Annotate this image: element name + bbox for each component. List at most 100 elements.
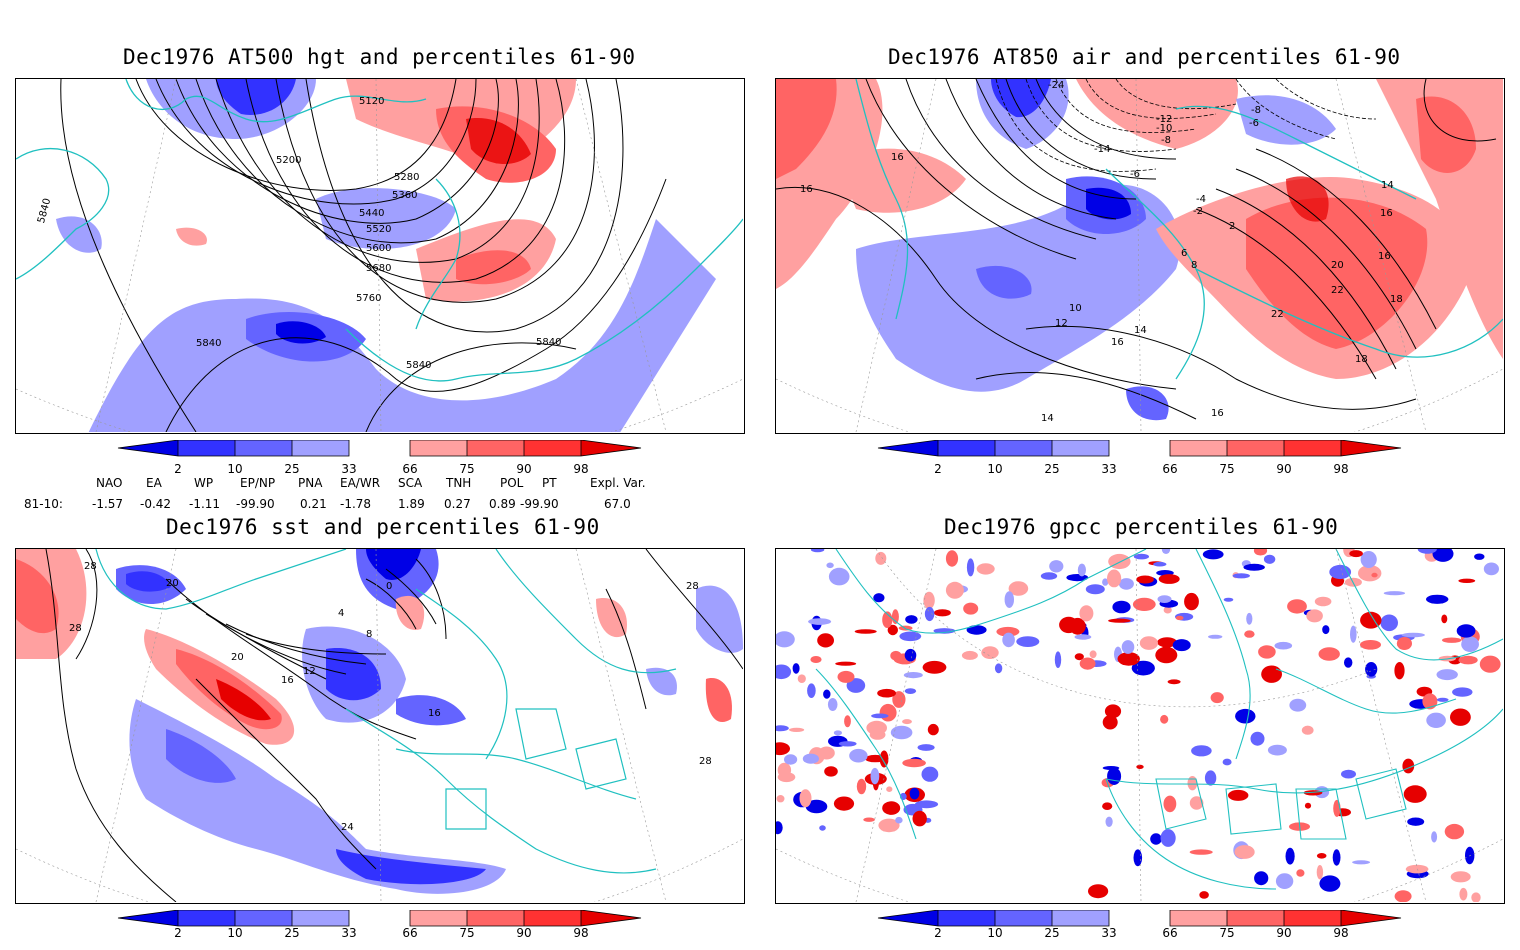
index-value: 0.89: [489, 497, 516, 511]
contour-label: 5200: [276, 155, 301, 166]
precip-spot: [824, 766, 838, 777]
coastlines: [16, 79, 743, 382]
precip-spot: [1202, 549, 1224, 560]
precip-spot: [823, 689, 831, 699]
precip-spot: [844, 715, 851, 728]
precip-spot: [1232, 573, 1250, 579]
precip-spot: [1133, 553, 1149, 560]
colorbar-label: 98: [573, 926, 589, 940]
precip-spot: [1306, 609, 1323, 623]
contour-label: 5280: [394, 172, 419, 183]
precip-spot: [1403, 785, 1427, 803]
precip-spot: [846, 678, 866, 693]
contour-label: -2: [1193, 206, 1203, 217]
contour-label: 5840: [406, 360, 431, 371]
precip-spot: [1314, 596, 1332, 607]
precip-spot: [810, 549, 825, 553]
precip-spot: [895, 816, 903, 824]
precip-spot: [792, 663, 800, 674]
precip-spot: [819, 825, 826, 831]
precip-spot: [1441, 614, 1448, 624]
precip-spot: [807, 683, 816, 698]
precip-spot: [1105, 816, 1113, 827]
precip-spot: [981, 646, 999, 659]
precip-spot: [1458, 578, 1476, 583]
precip-spot: [994, 663, 1003, 674]
precip-spot: [1243, 563, 1265, 571]
precip-spot: [1436, 669, 1458, 681]
contour-label: 0: [386, 581, 392, 592]
panel-title-sst: Dec1976 sst and percentiles 61-90: [166, 515, 600, 539]
contour-label: 5840: [196, 338, 221, 349]
colorbar-label: 25: [284, 462, 300, 476]
precip-spot: [1479, 655, 1501, 673]
precip-spot: [827, 698, 838, 711]
precip-spot: [912, 810, 927, 827]
precip-spot: [899, 631, 922, 642]
precip-spot: [1254, 871, 1269, 886]
contour-label: 16: [1111, 337, 1124, 348]
precip-spot: [1157, 637, 1177, 648]
index-header: PT: [542, 476, 557, 490]
precip-spot: [808, 618, 832, 625]
precip-spot: [1204, 770, 1217, 786]
precip-spot: [1405, 864, 1429, 874]
colorbar-label: 10: [987, 462, 1003, 476]
map-panel-hgt500: 5120 5200 5280 5360 5440 5520 5600 5680 …: [15, 78, 745, 434]
precip-spot: [1167, 679, 1181, 685]
colorbar-label: 66: [1162, 926, 1178, 940]
precip-spot: [1199, 891, 1209, 899]
contour-label: 12: [1055, 318, 1068, 329]
contour-label: 2: [1229, 221, 1235, 232]
colorbar-label: 66: [402, 462, 418, 476]
precip-spot: [1117, 652, 1140, 666]
precip-spot: [1222, 758, 1232, 766]
precip-spot: [1074, 634, 1092, 640]
precip-spot: [914, 800, 939, 809]
precip-spot: [1054, 651, 1062, 668]
contour-label: 5440: [359, 208, 384, 219]
contour-label: 5760: [356, 293, 381, 304]
precip-spot: [835, 661, 857, 666]
contour-label: -14: [1094, 144, 1110, 155]
precip-spot: [1155, 646, 1178, 664]
precip-spot: [1350, 625, 1357, 643]
contour-label: 14: [1041, 413, 1054, 424]
precip-spot: [1102, 766, 1120, 770]
contour-label: -6: [1130, 169, 1140, 180]
precip-spot: [776, 631, 795, 648]
precip-spot: [945, 550, 959, 567]
precip-spot: [1133, 849, 1143, 867]
precip-spot: [890, 725, 913, 740]
precip-spot: [1450, 708, 1471, 726]
precip-spot: [873, 593, 885, 603]
map-panel-sst: 28 28 28 20 0 4 8 12 16 20 24 28 16: [15, 548, 745, 904]
contour-label: 16: [1378, 251, 1391, 262]
colorbar-label: 33: [341, 462, 357, 476]
precip-spot: [1344, 657, 1353, 668]
contour-label: -8: [1251, 105, 1261, 116]
precip-spot: [1108, 618, 1131, 623]
precip-spot: [1234, 845, 1255, 859]
precip-spot: [1444, 823, 1465, 840]
colorbar-gpcc: 2 10 25 33 66 75 90 98: [875, 909, 1405, 950]
precip-spot: [871, 713, 889, 719]
colorbar-label: 90: [516, 462, 532, 476]
precip-spot: [1246, 612, 1253, 625]
panel-title-air850: Dec1976 AT850 air and percentiles 61-90: [888, 45, 1401, 69]
precip-spot: [1112, 600, 1131, 614]
colorbar-sst: 2 10 25 33 66 75 90 98: [115, 909, 645, 950]
precip-spot: [922, 660, 947, 674]
precip-spot: [1287, 599, 1307, 614]
precip-spot: [1371, 572, 1378, 578]
contour-label: 16: [428, 708, 441, 719]
precip-spot: [1360, 640, 1381, 650]
precip-spot: [1383, 591, 1406, 596]
contour-label: -8: [1161, 135, 1171, 146]
colorbar-label: 10: [227, 462, 243, 476]
precip-spot: [776, 795, 785, 803]
precip-spot: [776, 821, 783, 835]
precip-spot: [1163, 795, 1177, 813]
colorbar-swatch: [467, 440, 524, 456]
precip-spot: [1139, 636, 1158, 650]
